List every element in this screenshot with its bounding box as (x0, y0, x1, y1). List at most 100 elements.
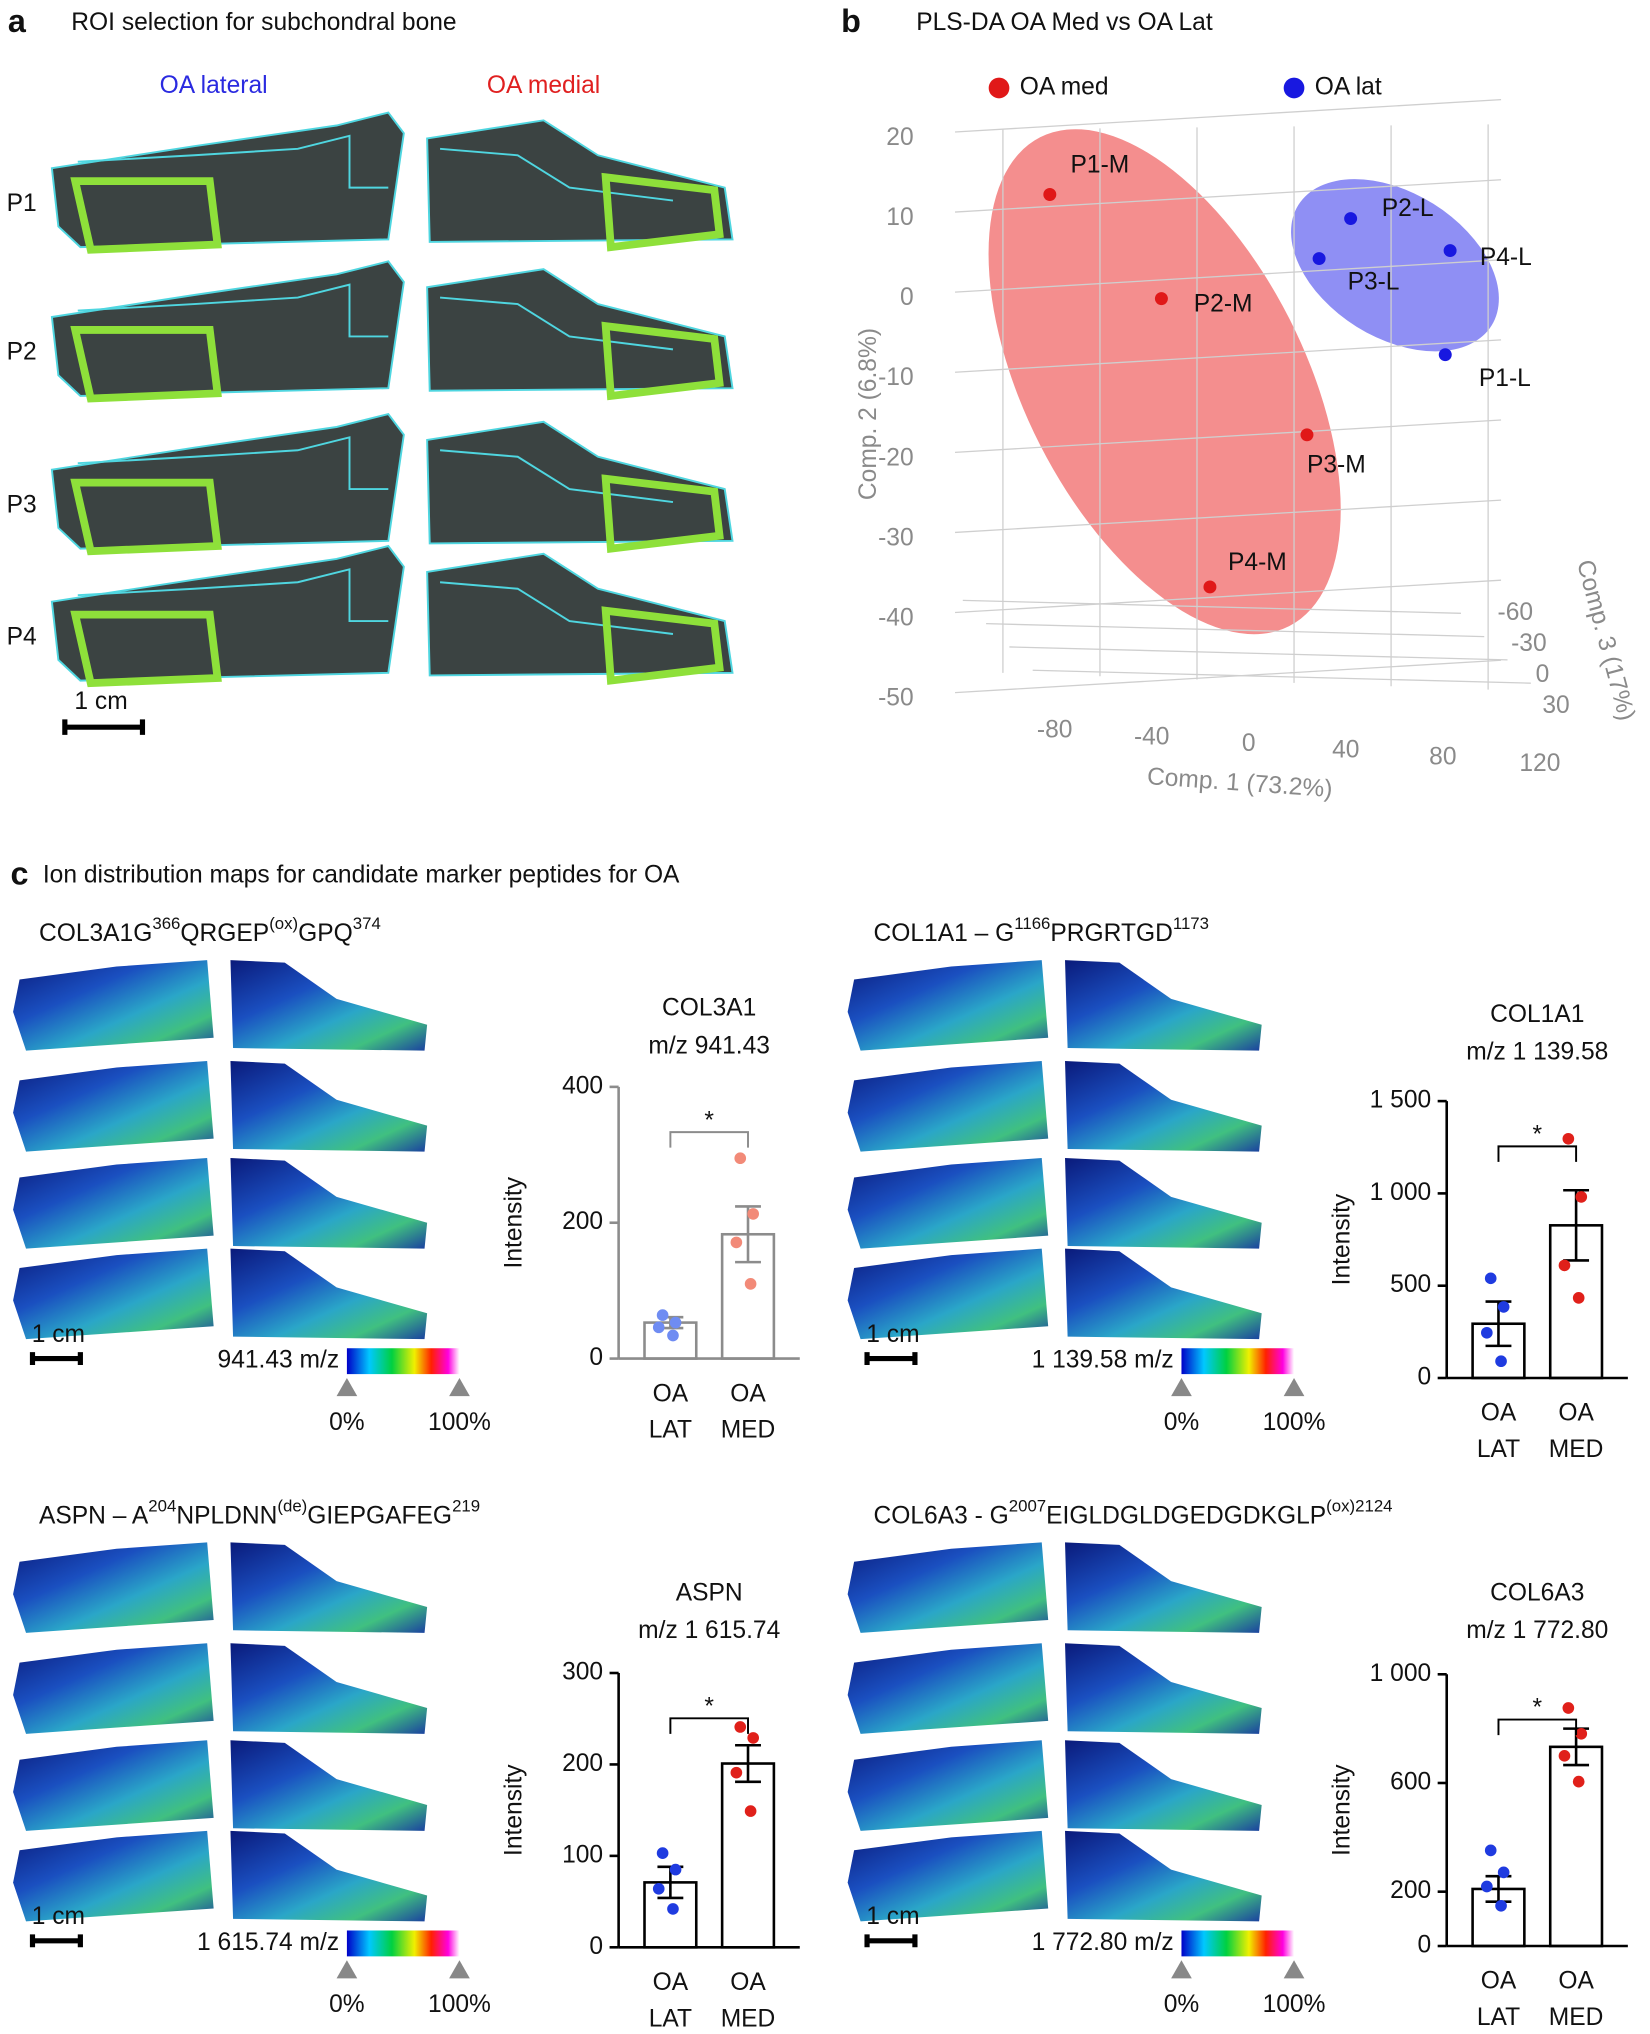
legend-marker (1283, 77, 1305, 99)
scale-bar (29, 1352, 83, 1366)
grid-line (954, 179, 1502, 213)
colorbar-marker (1171, 1960, 1192, 1979)
data-point (747, 1208, 760, 1220)
tissue-section (50, 544, 405, 682)
colorbar-label: 1 772.80 m/z (1032, 1929, 1174, 1956)
superscript: 366 (152, 914, 180, 933)
ion-map (847, 1643, 1049, 1734)
error-bar (735, 1743, 761, 1784)
data-point (1572, 1775, 1585, 1788)
ion-map (230, 1060, 428, 1152)
title-part: EIGLDGLDGEDGDKGLP (1046, 1502, 1326, 1529)
y-axis-label: Comp. 2 (6.8%) (855, 328, 882, 500)
title-part: COL1A1 – G (874, 920, 1015, 947)
x-tick-label: OA (1481, 1968, 1517, 1995)
x-tick-label: 40 (1332, 737, 1359, 764)
panel-label: c (10, 856, 28, 892)
grid-line (1009, 646, 1508, 661)
grid-line (954, 259, 1502, 293)
data-point (747, 1732, 760, 1744)
roi-box (70, 478, 222, 556)
data-point (744, 1278, 757, 1290)
y-axis-label: Intensity (501, 1176, 528, 1268)
data-point (669, 1316, 682, 1329)
tissue-section (426, 552, 734, 677)
ion-map (847, 1158, 1049, 1249)
title-part: COL6A3 - G (874, 1502, 1009, 1529)
superscript: (ox)2124 (1326, 1496, 1392, 1515)
y-tick-label: 1 000 (1370, 1660, 1432, 1687)
scale-label: 1 cm (74, 688, 127, 715)
roi-box (70, 326, 222, 403)
y-tick-label: 1 500 (1370, 1087, 1432, 1114)
ion-map (13, 1740, 214, 1831)
superscript: (de) (277, 1496, 307, 1515)
grid-line (954, 419, 1502, 453)
colorbar-marker (1171, 1377, 1192, 1397)
chart-title: COL1A1 (1490, 1001, 1584, 1028)
y-tick-label: 0 (1418, 1363, 1432, 1390)
grid-line (954, 579, 1502, 614)
ion-map (230, 960, 428, 1051)
point-label: P2-L (1382, 195, 1434, 222)
data-point (1558, 1259, 1571, 1272)
point-label: P1-M (1071, 152, 1130, 179)
data-point (656, 1309, 669, 1321)
point-label: P3-L (1348, 269, 1400, 296)
panel-title: ROI selection for subchondral bone (71, 9, 456, 36)
y-axis-label: Intensity (501, 1764, 528, 1856)
legend-label: OA lat (1315, 73, 1382, 100)
superscript: 374 (353, 914, 381, 933)
ion-map (13, 1830, 214, 1922)
ion-map (13, 960, 214, 1051)
y-tick-label: 1 000 (1370, 1179, 1432, 1206)
colorbar-label: 1 139.58 m/z (1032, 1347, 1174, 1374)
title-part: GIEPGAFEG (307, 1502, 452, 1529)
data-point (744, 1805, 757, 1817)
y-tick-label: 600 (1390, 1768, 1431, 1795)
y-tick-label: 500 (1390, 1271, 1431, 1298)
x-tick-label: 0 (1242, 730, 1256, 757)
tissue-contour (77, 283, 389, 338)
significance-label: * (1532, 1122, 1542, 1149)
tissue-contour (439, 449, 674, 503)
scale-label: 1 cm (32, 1321, 85, 1348)
x-tick-label: OA (730, 1969, 766, 1996)
colorbar-min: 0% (1164, 1409, 1200, 1436)
grid-line (954, 98, 1502, 133)
ion-map (230, 1158, 428, 1249)
colorbar (1181, 1348, 1295, 1375)
scale-label: 1 cm (866, 1903, 919, 1930)
ion-map (847, 1542, 1049, 1633)
roi-box (70, 610, 222, 688)
data-point (1495, 1355, 1507, 1368)
point-label: P3-M (1307, 451, 1366, 478)
z-tick-label: 0 (1536, 661, 1550, 688)
tissue-section (426, 268, 734, 392)
group-ellipse (1291, 179, 1499, 352)
tissue-contour (77, 568, 389, 623)
title-part: NPLDNN (176, 1502, 277, 1529)
chart-title: PLS-DA OA Med vs OA Lat (916, 9, 1213, 36)
error-bar (1563, 1188, 1590, 1262)
colorbar-marker (1283, 1377, 1305, 1397)
grid-line (954, 659, 1502, 694)
x-tick-label: MED (1549, 1436, 1604, 1463)
x-tick-label: OA (653, 1969, 689, 1996)
z-tick-label: 30 (1542, 692, 1569, 719)
y-axis-label: Intensity (1329, 1193, 1356, 1285)
tissue-contour (439, 581, 674, 635)
map-title: ASPN – A204NPLDNN(de)GIEPGAFEG219 (39, 1496, 480, 1529)
chart-title: ASPN (676, 1580, 743, 1607)
significance-label: * (704, 1693, 714, 1720)
ion-map (230, 1542, 428, 1633)
significance-label: * (1532, 1695, 1542, 1722)
title-part: PRGRTGD (1050, 920, 1172, 947)
tissue-section (426, 420, 734, 545)
data-point (730, 1236, 743, 1249)
colorbar (346, 1930, 460, 1957)
y-tick-label: 300 (562, 1659, 603, 1686)
data-point (1497, 1301, 1510, 1313)
